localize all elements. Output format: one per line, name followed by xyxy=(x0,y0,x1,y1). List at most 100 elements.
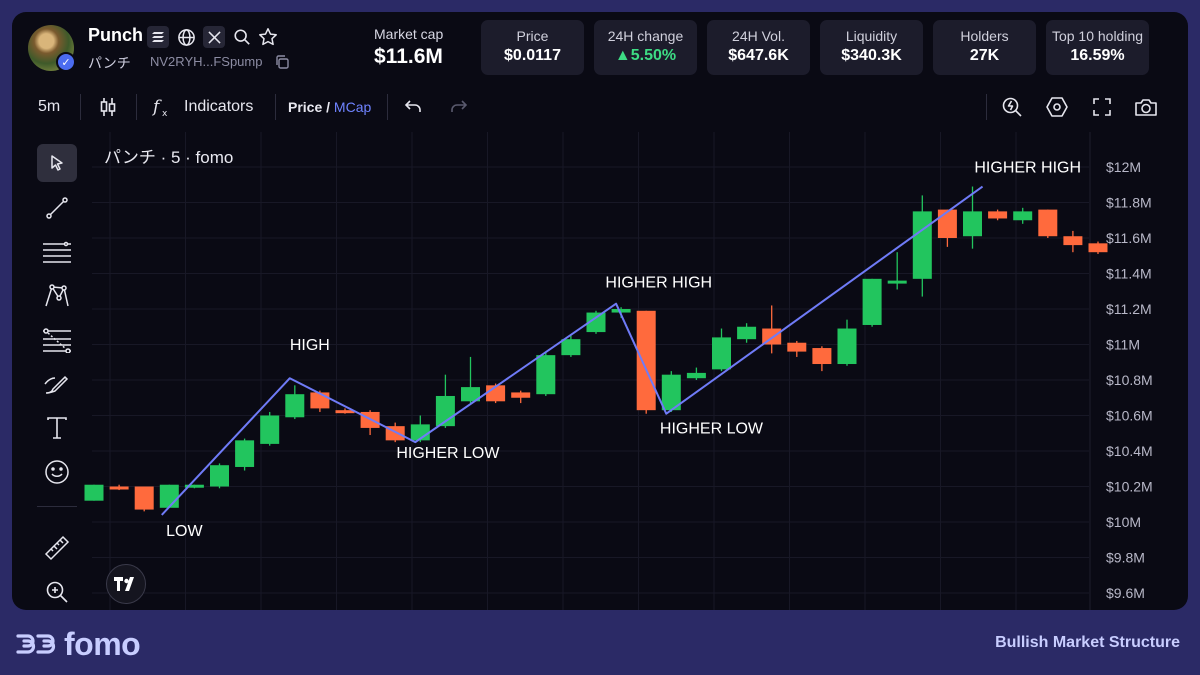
mcap-option[interactable]: MCap xyxy=(333,99,372,115)
star-icon[interactable] xyxy=(257,26,279,48)
candle-body xyxy=(310,392,330,409)
candle-body xyxy=(536,355,556,395)
toolbar-divider xyxy=(275,94,276,120)
candle-body xyxy=(611,309,631,313)
token-header: ✓ Punch パンチ NV2RYH...FSpump Market cap $… xyxy=(12,12,1188,86)
tradingview-logo-icon[interactable] xyxy=(106,564,146,604)
stat-label: Top 10 holding xyxy=(1051,28,1144,44)
candle-body xyxy=(1063,236,1083,246)
candle-body xyxy=(586,312,606,333)
interval-selector[interactable]: 5m xyxy=(38,98,61,115)
candle-body xyxy=(686,372,706,379)
text-tool[interactable] xyxy=(37,409,77,447)
fib-tool[interactable] xyxy=(37,321,77,359)
toolbar-divider xyxy=(986,94,987,120)
stat-value: 27K xyxy=(969,47,1000,64)
redo-icon[interactable] xyxy=(446,95,470,119)
stat-24h-change: 24H change ▲5.50% xyxy=(594,20,697,75)
stat-label: 24H change xyxy=(607,28,684,44)
stat-value: $0.0117 xyxy=(504,47,561,64)
stat-value: 16.59% xyxy=(1070,47,1125,64)
horizontal-lines-tool[interactable] xyxy=(37,233,77,271)
stat-holders: Holders 27K xyxy=(933,20,1036,75)
candlestick-chart[interactable]: $12M $11.8M $11.6M $11.4M $11.2M $11M $10.8M $1… xyxy=(12,12,1188,610)
candle-body xyxy=(184,484,204,488)
y-tick-label: $10.2M xyxy=(1106,479,1153,495)
settings-hexagon-icon[interactable] xyxy=(1045,95,1069,119)
drawing-toolbar xyxy=(12,132,92,610)
x-twitter-icon[interactable] xyxy=(203,26,225,48)
footer-caption: Bullish Market Structure xyxy=(995,634,1180,651)
y-tick-label: $11.2M xyxy=(1106,301,1152,317)
stat-liquidity: Liquidity $340.3K xyxy=(820,20,923,75)
zoom-in-icon[interactable] xyxy=(37,573,77,610)
solana-icon[interactable] xyxy=(147,26,169,48)
ruler-tool[interactable] xyxy=(37,529,77,567)
fullscreen-icon[interactable] xyxy=(1090,95,1114,119)
candle-body xyxy=(561,339,581,356)
candle-body xyxy=(937,209,957,238)
candle-body xyxy=(636,310,656,411)
y-tick-label: $9.8M xyxy=(1106,550,1145,566)
app-window: ✓ Punch パンチ NV2RYH...FSpump Market cap $… xyxy=(12,12,1188,610)
toolbar-divider xyxy=(80,94,81,120)
verified-badge-icon: ✓ xyxy=(56,52,76,72)
candle-body xyxy=(712,337,731,370)
market-cap-label: Market cap xyxy=(374,26,444,42)
toolbar-divider xyxy=(136,94,137,120)
price-option[interactable]: Price / xyxy=(288,99,331,115)
tool-divider xyxy=(37,506,77,507)
token-name: Punch xyxy=(88,25,144,45)
stat-label: 24H Vol. xyxy=(732,28,785,44)
brush-tool[interactable] xyxy=(37,365,77,403)
y-tick-label: $9.6M xyxy=(1106,585,1145,601)
candle-body xyxy=(109,486,129,490)
structure-annotation: HIGHER HIGH xyxy=(605,275,712,292)
candle-body xyxy=(84,484,104,501)
cursor-tool[interactable] xyxy=(37,144,77,182)
stat-value: $647.6K xyxy=(728,47,789,64)
y-tick-label: $10M xyxy=(1106,514,1141,530)
y-tick-label: $12M xyxy=(1106,159,1141,175)
y-tick-label: $11M xyxy=(1106,337,1140,353)
y-tick-label: $11.8M xyxy=(1106,195,1152,211)
svg-text:x: x xyxy=(162,109,168,118)
stat-value: $340.3K xyxy=(841,47,902,64)
structure-annotation: HIGHER HIGH xyxy=(974,159,1081,176)
token-address[interactable]: NV2RYH...FSpump xyxy=(150,54,263,69)
candle-body xyxy=(1038,209,1058,237)
trend-line-tool[interactable] xyxy=(37,189,77,227)
camera-icon[interactable] xyxy=(1134,95,1158,119)
y-tick-label: $11.6M xyxy=(1106,230,1152,246)
copy-icon[interactable] xyxy=(274,54,290,70)
undo-icon[interactable] xyxy=(402,95,426,119)
candle-body xyxy=(235,440,255,467)
y-tick-label: $10.4M xyxy=(1106,443,1153,459)
candle-type-icon[interactable] xyxy=(96,95,120,119)
structure-annotation: HIGHER LOW xyxy=(660,420,764,437)
candle-body xyxy=(134,486,154,510)
candle-body xyxy=(461,387,480,402)
candle-body xyxy=(812,348,832,365)
stat-label: Holders xyxy=(960,28,1009,44)
stat-label: Price xyxy=(516,28,549,44)
candle-body xyxy=(511,392,531,398)
candle-body xyxy=(887,280,907,284)
candle-body xyxy=(737,326,757,340)
chart-title: パンチ · 5 · fomo xyxy=(104,148,234,167)
structure-annotation: HIGHER LOW xyxy=(396,445,500,462)
globe-icon[interactable] xyxy=(175,26,197,48)
price-mcap-toggle[interactable]: Price / MCap xyxy=(288,99,371,115)
emoji-icon[interactable] xyxy=(37,453,77,491)
indicators-button[interactable]: Indicators xyxy=(184,98,254,115)
structure-annotation: HIGH xyxy=(290,337,330,354)
candle-body xyxy=(912,211,932,279)
y-tick-label: $10.6M xyxy=(1106,408,1153,424)
alert-search-icon[interactable] xyxy=(1000,95,1024,119)
candle-body xyxy=(988,211,1008,219)
toolbar-divider xyxy=(387,94,388,120)
pattern-tool[interactable] xyxy=(37,277,77,315)
search-icon[interactable] xyxy=(231,26,253,48)
